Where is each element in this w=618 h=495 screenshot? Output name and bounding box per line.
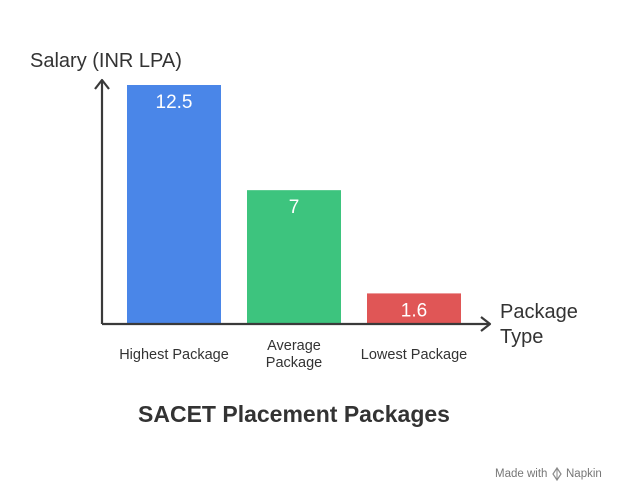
napkin-brand-text: Napkin <box>566 468 602 480</box>
napkin-logo-icon <box>552 466 562 482</box>
axes <box>94 78 492 332</box>
x-axis-label-line-2: Type <box>500 326 543 348</box>
category-label-2-line-0: Lowest Package <box>361 347 467 363</box>
category-label-1: Average Package <box>266 338 322 371</box>
category-label-1-line-1: Package <box>266 355 322 371</box>
bar-value-label-0: 12.5 <box>156 92 193 113</box>
bar-2 <box>367 293 461 324</box>
bar-0 <box>127 85 221 324</box>
napkin-watermark: Made with Napkin <box>495 466 602 482</box>
x-axis-label: Package Type <box>500 301 583 348</box>
made-with-text: Made with <box>495 468 547 480</box>
category-label-2: Lowest Package <box>361 347 467 363</box>
bar-value-label-2: 1.6 <box>401 300 427 321</box>
y-axis-label: Salary (INR LPA) <box>30 50 182 72</box>
category-labels: Highest Package Average Package Lowest Pack… <box>119 338 467 371</box>
category-label-1-line-0: Average <box>267 338 321 354</box>
x-axis-arrowhead <box>480 316 492 332</box>
bar-1 <box>247 190 341 324</box>
bar-value-label-1: 7 <box>289 197 300 218</box>
y-axis-arrowhead <box>94 78 110 90</box>
bars-group: 12.5 7 1.6 <box>127 85 461 324</box>
x-axis-label-line-1: Package <box>500 301 578 323</box>
chart-title: SACET Placement Packages <box>138 401 450 427</box>
category-label-0-line-0: Highest Package <box>119 347 229 363</box>
category-label-0: Highest Package <box>119 347 229 363</box>
